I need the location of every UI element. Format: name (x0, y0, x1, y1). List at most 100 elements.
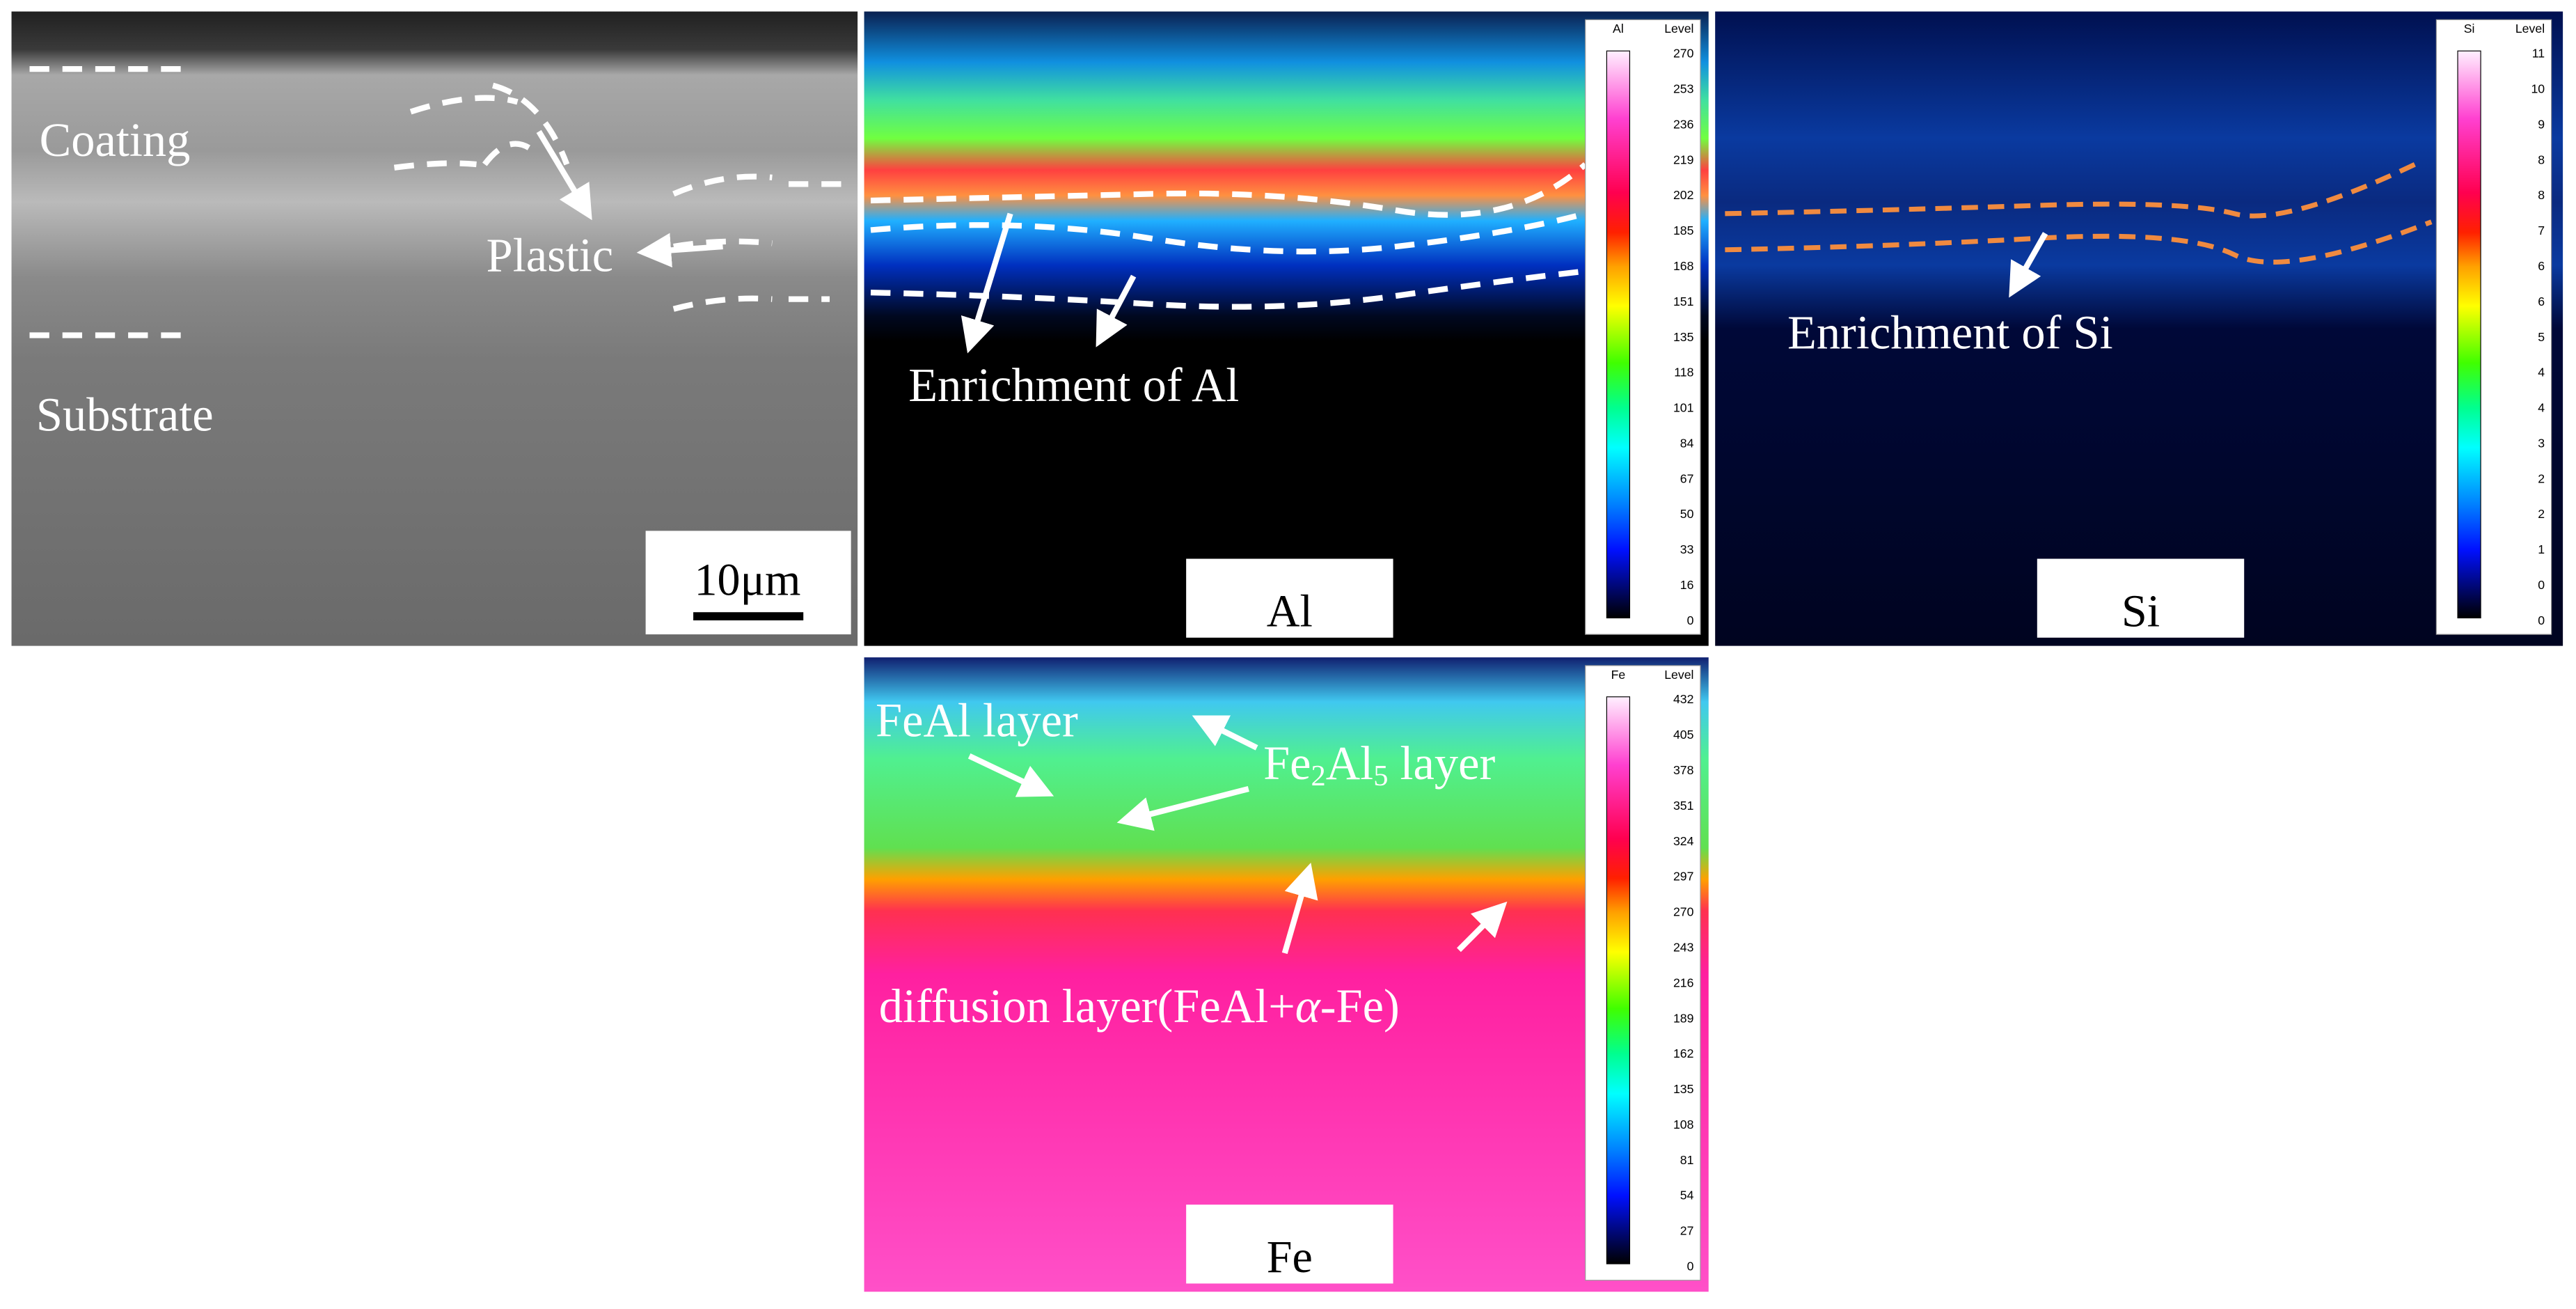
colorbar-tick: 432 (1673, 692, 1694, 706)
colorbar (1606, 696, 1631, 1264)
colorbar-tick: 243 (1673, 940, 1694, 954)
annotation: diffusion layer(FeAl+α-Fe) (879, 980, 1400, 1033)
colorbar-tick: 101 (1673, 401, 1694, 415)
text-part: α (1295, 980, 1322, 1033)
text-part: Fe (1263, 737, 1311, 790)
colorbar-tick: 185 (1673, 224, 1694, 237)
element-label: Si (2121, 586, 2160, 636)
colorbar-tick: 189 (1673, 1011, 1694, 1025)
boundary (870, 162, 1588, 310)
label: Substrate (36, 388, 214, 441)
fe-map (864, 657, 1709, 1292)
colorbar-tick: 4 (2538, 401, 2545, 415)
boundary (29, 66, 181, 338)
colorbar-tick: 118 (1674, 366, 1693, 379)
annotation: Enrichment of Si (1787, 306, 2113, 359)
element-box (1186, 1205, 1393, 1284)
boundary (1725, 162, 2433, 265)
colorbar-tick: 135 (1673, 1082, 1694, 1096)
colorbar-level: Level (1664, 22, 1693, 36)
colorbar-tick: 135 (1673, 330, 1694, 344)
element-box (1186, 558, 1393, 638)
colorbar-tick: 8 (2538, 188, 2545, 202)
element-label: Fe (1267, 1232, 1313, 1283)
text-part: Al (1326, 737, 1373, 790)
colorbar-tick: 54 (1680, 1189, 1694, 1202)
colorbar-tick: 216 (1673, 975, 1694, 989)
colorbar-tick: 297 (1673, 870, 1694, 884)
colorbar-tick: 324 (1673, 834, 1694, 848)
colorbar-tick: 5 (2538, 330, 2545, 344)
label: Coating (40, 113, 191, 166)
arrow (1096, 274, 1137, 347)
subscript: 2 (1311, 760, 1326, 792)
element-box (2037, 558, 2245, 638)
colorbar-tick: 1 (2538, 542, 2545, 556)
label: Plastic (487, 228, 613, 281)
colorbar-tick: 50 (1680, 507, 1694, 521)
colorbar-title: Fe (1611, 668, 1626, 682)
colorbar-tick: 219 (1673, 152, 1694, 166)
colorbar-box (2435, 19, 2552, 635)
colorbar-tick: 202 (1673, 188, 1694, 202)
colorbar-tick: 67 (1680, 471, 1694, 485)
colorbar-tick: 378 (1673, 763, 1694, 777)
scale-label: 10μm (694, 554, 800, 605)
colorbar-tick: 0 (2538, 613, 2545, 627)
text-part: -Fe) (1320, 980, 1400, 1033)
colorbar-box (1585, 19, 1701, 635)
colorbar-tick: 16 (1680, 578, 1694, 592)
colorbar-tick: 6 (2538, 259, 2545, 273)
colorbar-tick: 236 (1673, 117, 1694, 131)
colorbar-tick: 6 (2538, 295, 2545, 308)
colorbar-tick: 84 (1680, 436, 1694, 450)
colorbar-level: Level (1664, 668, 1693, 682)
colorbar-box (1585, 665, 1701, 1281)
text-part: diffusion layer(FeAl+ (879, 980, 1295, 1033)
colorbar-tick: 2 (2538, 507, 2545, 521)
text-part: layer (1388, 737, 1495, 790)
colorbar (2457, 50, 2481, 619)
colorbar-tick: 162 (1673, 1047, 1694, 1060)
colorbar-tick: 253 (1673, 82, 1694, 96)
arrow (2009, 232, 2048, 298)
colorbar-tick: 3 (2538, 436, 2545, 450)
colorbar-title: Si (2464, 22, 2475, 36)
arrow (1116, 785, 1249, 831)
colorbar-tick: 270 (1673, 905, 1694, 919)
arrow (536, 130, 592, 221)
annotation: Enrichment of Al (908, 359, 1239, 411)
element-label: Al (1267, 586, 1313, 636)
colorbar-title: Al (1613, 22, 1624, 36)
colorbar-tick: 2 (2538, 471, 2545, 485)
subscript: 5 (1373, 760, 1388, 792)
colorbar-tick: 270 (1673, 47, 1694, 61)
arrow (1281, 862, 1318, 955)
colorbar-tick: 33 (1680, 542, 1694, 556)
al-map (864, 11, 1709, 646)
colorbar (1606, 50, 1631, 619)
arrow (967, 753, 1054, 797)
arrow (1192, 715, 1258, 751)
colorbar-tick: 0 (1687, 1260, 1694, 1273)
colorbar-tick: 151 (1673, 295, 1694, 308)
colorbar-tick: 27 (1680, 1224, 1694, 1238)
colorbar-tick: 10 (2531, 82, 2545, 96)
colorbar-tick: 8 (2538, 152, 2545, 166)
colorbar-tick: 11 (2532, 47, 2545, 61)
arrow (961, 212, 1013, 354)
arrow (1457, 901, 1508, 953)
colorbar-tick: 405 (1673, 728, 1694, 742)
arrow (636, 233, 723, 268)
si-map (1715, 11, 2563, 646)
annotation: FeAl layer (876, 693, 1078, 746)
colorbar-tick: 108 (1673, 1118, 1694, 1131)
annotation: Fe2Al5 layer (1263, 737, 1495, 792)
colorbar-tick: 9 (2538, 117, 2545, 131)
colorbar-tick: 7 (2538, 224, 2545, 237)
colorbar-tick: 4 (2538, 366, 2545, 379)
colorbar-tick: 351 (1673, 799, 1694, 813)
colorbar-tick: 0 (1687, 613, 1694, 627)
colorbar-tick: 0 (2538, 578, 2545, 592)
